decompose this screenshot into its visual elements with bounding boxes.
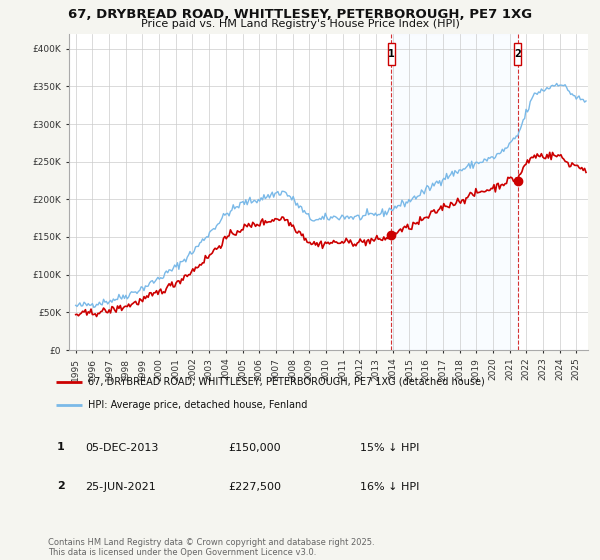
Text: 05-DEC-2013: 05-DEC-2013 <box>85 443 158 453</box>
Text: 2: 2 <box>57 481 64 491</box>
Text: 1: 1 <box>57 442 64 451</box>
Text: 67, DRYBREAD ROAD, WHITTLESEY, PETERBOROUGH, PE7 1XG: 67, DRYBREAD ROAD, WHITTLESEY, PETERBORO… <box>68 8 532 21</box>
FancyBboxPatch shape <box>514 43 521 66</box>
Text: 1: 1 <box>388 49 395 59</box>
Text: Price paid vs. HM Land Registry's House Price Index (HPI): Price paid vs. HM Land Registry's House … <box>140 19 460 29</box>
Text: £227,500: £227,500 <box>228 482 281 492</box>
Text: 15% ↓ HPI: 15% ↓ HPI <box>360 443 419 453</box>
Text: 16% ↓ HPI: 16% ↓ HPI <box>360 482 419 492</box>
Text: 25-JUN-2021: 25-JUN-2021 <box>85 482 156 492</box>
Text: Contains HM Land Registry data © Crown copyright and database right 2025.
This d: Contains HM Land Registry data © Crown c… <box>48 538 374 557</box>
Text: £150,000: £150,000 <box>228 443 281 453</box>
Text: HPI: Average price, detached house, Fenland: HPI: Average price, detached house, Fenl… <box>88 400 307 410</box>
Text: 2: 2 <box>514 49 521 59</box>
Bar <box>391 34 518 350</box>
Text: 67, DRYBREAD ROAD, WHITTLESEY, PETERBOROUGH, PE7 1XG (detached house): 67, DRYBREAD ROAD, WHITTLESEY, PETERBORO… <box>88 376 484 386</box>
FancyBboxPatch shape <box>388 43 395 66</box>
